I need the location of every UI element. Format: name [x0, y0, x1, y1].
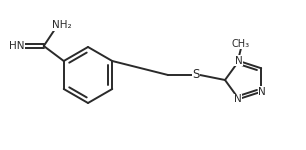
Text: N: N — [258, 87, 266, 97]
Text: CH₃: CH₃ — [232, 39, 250, 49]
Text: S: S — [192, 69, 200, 81]
Text: N: N — [234, 94, 242, 104]
Text: NH₂: NH₂ — [52, 20, 72, 30]
Text: HN: HN — [9, 41, 24, 51]
Text: N: N — [235, 56, 243, 66]
